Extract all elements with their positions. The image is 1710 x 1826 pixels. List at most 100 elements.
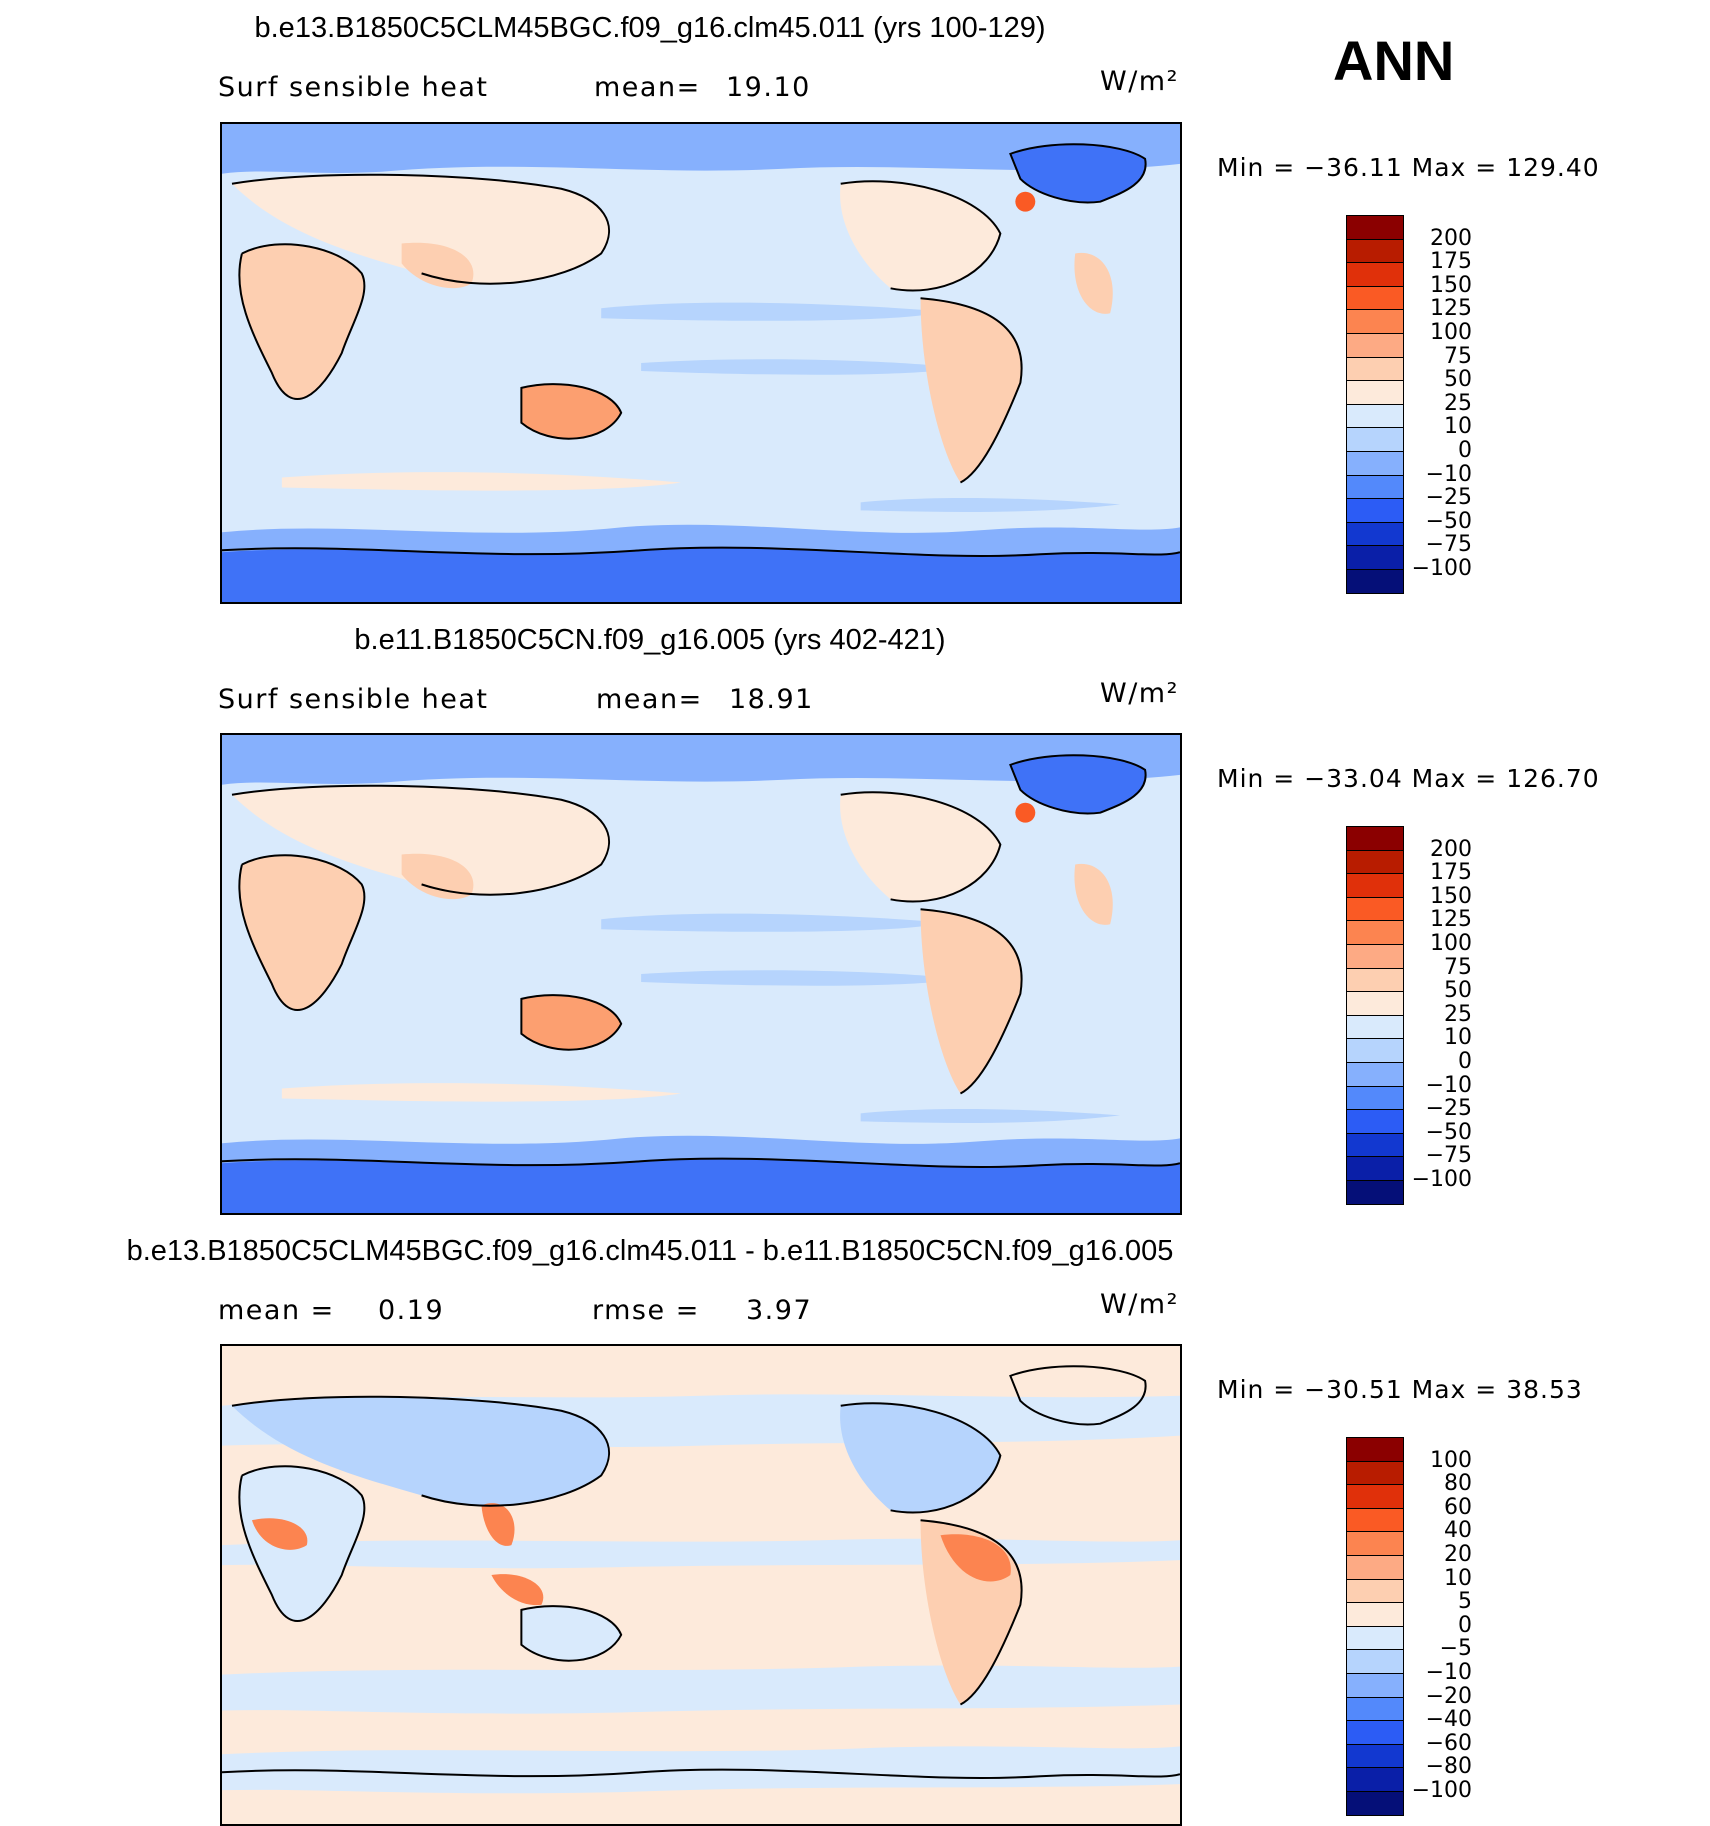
- panel-2-units: W/m²: [1100, 678, 1179, 709]
- colorbar-swatch: [1346, 1507, 1404, 1533]
- colorbar-swatch: [1346, 1696, 1404, 1722]
- colorbar-tick-label: 100: [1430, 1447, 1472, 1473]
- colorbar-swatch: [1346, 569, 1404, 594]
- colorbar-tick-label: 125: [1430, 296, 1472, 322]
- colorbar-swatch: [1346, 1085, 1404, 1111]
- colorbar-tick-label: 80: [1444, 1471, 1472, 1497]
- colorbar-tick-label: 100: [1430, 931, 1472, 956]
- colorbar-swatch: [1346, 1720, 1404, 1745]
- colorbar-tick-label: 20: [1444, 1542, 1472, 1567]
- colorbar-swatch: [1346, 944, 1404, 969]
- panel-2-mean-label: mean=: [596, 684, 703, 715]
- colorbar-tick-label: 25: [1444, 1001, 1472, 1027]
- colorbar-swatch: [1346, 333, 1404, 358]
- colorbar-swatch: [1346, 873, 1404, 898]
- colorbar-swatch: [1346, 285, 1404, 311]
- panel-1-min-max: Min = −36.11 Max = 129.40: [1217, 153, 1600, 182]
- colorbar-tick-label: −80: [1425, 1754, 1472, 1780]
- colorbar-swatch: [1346, 498, 1404, 523]
- colorbar-tick-label: 175: [1430, 249, 1472, 275]
- panel-2-map-field: [222, 735, 1180, 1213]
- colorbar-swatch: [1346, 1673, 1404, 1698]
- colorbar-tick-label: 40: [1444, 1518, 1472, 1544]
- panel-3-rmse-value: 3.97: [746, 1295, 813, 1326]
- panel-3-map-field: [222, 1346, 1180, 1824]
- colorbar-tick-label: 10: [1444, 1025, 1472, 1051]
- panel-1-map: [220, 122, 1182, 604]
- colorbar-swatch: [1346, 1180, 1404, 1205]
- panel-1-mean-value: 19.10: [726, 72, 811, 103]
- colorbar-swatch: [1346, 403, 1404, 429]
- panel-3-title: b.e13.B1850C5CLM45BGC.f09_g16.clm45.011 …: [126, 1235, 1174, 1267]
- colorbar-swatch: [1346, 1625, 1404, 1651]
- colorbar-swatch: [1346, 1062, 1404, 1087]
- colorbar-swatch: [1346, 1156, 1404, 1181]
- colorbar-swatch: [1346, 1602, 1404, 1627]
- colorbar-swatch: [1346, 991, 1404, 1016]
- colorbar-swatch: [1346, 1578, 1404, 1604]
- colorbar-swatch: [1346, 521, 1404, 547]
- colorbar-tick-label: 200: [1430, 836, 1472, 862]
- colorbar-tick-label: 10: [1444, 414, 1472, 440]
- colorbar-swatch: [1346, 238, 1404, 264]
- colorbar-tick-label: −40: [1425, 1707, 1472, 1733]
- colorbar-tick-label: 75: [1444, 343, 1472, 369]
- panel-2-map: [220, 733, 1182, 1215]
- colorbar-swatch: [1346, 474, 1404, 500]
- colorbar-tick-label: −20: [1425, 1683, 1472, 1709]
- panel-2-variable-label: Surf sensible heat: [218, 684, 489, 715]
- colorbar-tick-label: 0: [1458, 438, 1472, 463]
- colorbar-tick-label: −60: [1425, 1730, 1472, 1756]
- panel-1-colorbar: 200 175 150 125 100 75 50 25 10 0 −10 −25 −50 −75 −100: [1346, 215, 1486, 595]
- colorbar-tick-label: −10: [1425, 461, 1472, 487]
- colorbar-tick-label: −50: [1425, 508, 1472, 534]
- colorbar-tick-label: 50: [1444, 367, 1472, 393]
- colorbar-swatch: [1346, 262, 1404, 287]
- panel-2-mean-value: 18.91: [729, 684, 814, 715]
- colorbar-swatch: [1346, 1014, 1404, 1040]
- panel-2-colorbar: 200 175 150 125 100 75 50 25 10 0 −10 −25 −50 −75 −100: [1346, 826, 1486, 1206]
- panel-3-map: [220, 1344, 1182, 1826]
- colorbar-tick-label: −10: [1425, 1660, 1472, 1685]
- colorbar-swatch: [1346, 1038, 1404, 1063]
- panel-1-units: W/m²: [1100, 66, 1179, 97]
- panel-3-mean-value: 0.19: [378, 1295, 445, 1326]
- colorbar-tick-label: −100: [1411, 1167, 1472, 1192]
- panel-2-title: b.e11.B1850C5CN.f09_g16.005 (yrs 402-421…: [354, 624, 946, 656]
- colorbar-swatch: [1346, 215, 1404, 240]
- colorbar-tick-label: 5: [1458, 1589, 1472, 1615]
- colorbar-swatch: [1346, 1531, 1404, 1556]
- colorbar-swatch: [1346, 920, 1404, 945]
- panel-3-min-max: Min = −30.51 Max = 38.53: [1217, 1375, 1583, 1404]
- colorbar-swatch: [1346, 967, 1404, 993]
- colorbar-tick-label: −100: [1411, 556, 1472, 581]
- panel-1-map-field: [222, 124, 1180, 602]
- colorbar-tick-label: 60: [1444, 1494, 1472, 1520]
- colorbar-tick-label: 75: [1444, 954, 1472, 980]
- colorbar-tick-label: −75: [1425, 532, 1472, 558]
- colorbar-tick-label: 25: [1444, 390, 1472, 416]
- colorbar-swatch: [1346, 1109, 1404, 1134]
- colorbar-swatch: [1346, 896, 1404, 922]
- colorbar-swatch: [1346, 1132, 1404, 1158]
- colorbar-tick-label: 100: [1430, 320, 1472, 345]
- colorbar-swatch: [1346, 380, 1404, 405]
- colorbar-swatch: [1346, 309, 1404, 334]
- colorbar-tick-label: −5: [1439, 1636, 1472, 1662]
- colorbar-swatch: [1346, 1555, 1404, 1580]
- colorbar-tick-label: 150: [1430, 272, 1472, 298]
- colorbar-tick-label: −10: [1425, 1072, 1472, 1098]
- colorbar-swatch: [1346, 826, 1404, 851]
- colorbar-tick-label: 175: [1430, 860, 1472, 886]
- colorbar-swatch: [1346, 1460, 1404, 1486]
- panel-3-units: W/m²: [1100, 1289, 1179, 1320]
- colorbar-tick-label: 50: [1444, 978, 1472, 1004]
- panel-3-rmse-label: rmse =: [592, 1295, 700, 1326]
- colorbar-swatch: [1346, 849, 1404, 875]
- colorbar-tick-label: 150: [1430, 883, 1472, 909]
- colorbar-swatch: [1346, 356, 1404, 382]
- colorbar-swatch: [1346, 451, 1404, 476]
- colorbar-swatch: [1346, 1649, 1404, 1674]
- colorbar-swatch: [1346, 427, 1404, 452]
- colorbar-swatch: [1346, 1791, 1404, 1816]
